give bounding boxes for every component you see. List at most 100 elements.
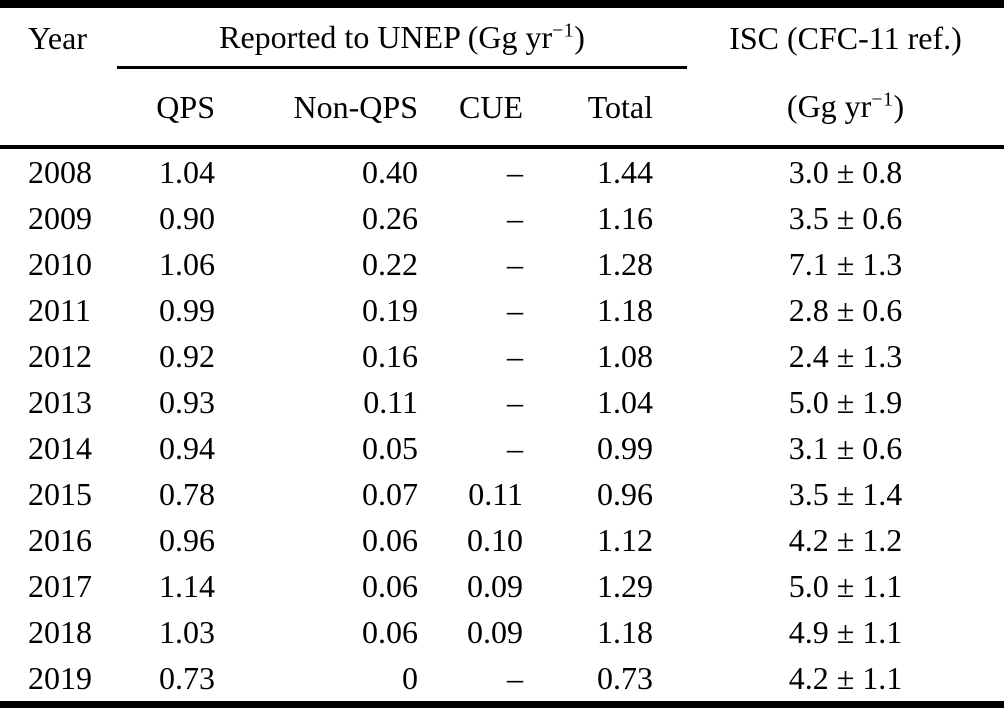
table-row: 2019 0.73 0 – 0.73 4.2 ± 1.1 <box>0 655 1004 705</box>
column-header-cue: CUE <box>418 67 523 149</box>
isc-cell: 2.4 ± 1.3 <box>788 338 903 374</box>
non-qps-cell: 0.40 <box>362 154 418 190</box>
cue-cell: – <box>507 338 523 374</box>
isc-cell: 3.1 ± 0.6 <box>788 430 903 466</box>
column-header-year: Year <box>28 19 87 56</box>
isc-cell: 3.5 ± 1.4 <box>788 476 903 512</box>
qps-cell: 0.94 <box>159 430 215 466</box>
isc-cell: 4.2 ± 1.2 <box>788 522 903 558</box>
total-cell: 1.18 <box>597 614 653 650</box>
column-group-header-unep: Reported to UNEP (Gg yr−1) <box>117 4 687 69</box>
non-qps-cell: 0.26 <box>362 200 418 236</box>
isc-unit-text: (Gg yr <box>786 88 872 125</box>
isc-unit-close: ) <box>893 88 905 125</box>
non-qps-cell: 0.19 <box>362 292 418 328</box>
isc-cell: 7.1 ± 1.3 <box>788 246 903 282</box>
non-qps-cell: 0.16 <box>362 338 418 374</box>
unep-header-close: ) <box>574 19 585 55</box>
total-cell: 1.16 <box>597 200 653 236</box>
year-cell: 2009 <box>28 200 92 236</box>
table-row: 2016 0.96 0.06 0.10 1.12 4.2 ± 1.2 <box>0 517 1004 563</box>
cue-cell: – <box>507 154 523 190</box>
empty-header-cell <box>0 67 117 149</box>
non-qps-cell: 0.06 <box>362 522 418 558</box>
qps-cell: 1.14 <box>159 568 215 604</box>
table-row: 2009 0.90 0.26 – 1.16 3.5 ± 0.6 <box>0 195 1004 241</box>
total-cell: 0.99 <box>597 430 653 466</box>
isc-cell: 3.5 ± 0.6 <box>788 200 903 236</box>
qps-cell: 0.99 <box>159 292 215 328</box>
cue-cell: – <box>507 384 523 420</box>
total-cell: 1.12 <box>597 522 653 558</box>
qps-cell: 0.92 <box>159 338 215 374</box>
non-qps-cell: 0.11 <box>363 384 418 420</box>
year-cell: 2016 <box>28 522 92 558</box>
non-qps-cell: 0.22 <box>362 246 418 282</box>
qps-cell: 0.73 <box>159 660 215 696</box>
cue-cell: – <box>507 660 523 696</box>
total-cell: 1.18 <box>597 292 653 328</box>
cue-cell: 0.11 <box>468 476 523 512</box>
total-cell: 1.04 <box>597 384 653 420</box>
isc-cell: 3.0 ± 0.8 <box>788 154 903 190</box>
unep-unit-superscript: −1 <box>552 19 575 42</box>
header-row-subcolumns: QPS Non-QPS CUE Total (Gg yr−1) <box>0 67 1004 149</box>
table-body: 2008 1.04 0.40 – 1.44 3.0 ± 0.8 2009 0.90 0.26 – 1… <box>0 147 1004 705</box>
cue-cell: – <box>507 246 523 282</box>
qps-cell: 0.96 <box>159 522 215 558</box>
total-cell: 0.96 <box>597 476 653 512</box>
table-row: 2018 1.03 0.06 0.09 1.18 4.9 ± 1.1 <box>0 609 1004 655</box>
column-header-isc-unit: (Gg yr−1) <box>687 67 1004 149</box>
total-cell: 1.29 <box>597 568 653 604</box>
isc-cell: 5.0 ± 1.1 <box>788 568 903 604</box>
column-header-total: Total <box>523 67 687 149</box>
isc-cell: 5.0 ± 1.9 <box>788 384 903 420</box>
non-qps-cell: 0 <box>402 660 418 696</box>
column-header-non-qps: Non-QPS <box>215 67 418 149</box>
qps-cell: 1.06 <box>159 246 215 282</box>
cue-cell: – <box>507 200 523 236</box>
year-cell: 2017 <box>28 568 92 604</box>
isc-cell: 4.2 ± 1.1 <box>788 660 903 696</box>
cue-cell: 0.09 <box>467 568 523 604</box>
table-row: 2013 0.93 0.11 – 1.04 5.0 ± 1.9 <box>0 379 1004 425</box>
total-cell: 1.08 <box>597 338 653 374</box>
qps-cell: 0.90 <box>159 200 215 236</box>
year-cell: 2011 <box>28 292 91 328</box>
table-row: 2017 1.14 0.06 0.09 1.29 5.0 ± 1.1 <box>0 563 1004 609</box>
year-cell: 2015 <box>28 476 92 512</box>
qps-cell: 0.93 <box>159 384 215 420</box>
column-header-isc-title: ISC (CFC-11 ref.) <box>729 19 962 56</box>
isc-unit-superscript: −1 <box>871 88 894 111</box>
cue-cell: – <box>507 430 523 466</box>
qps-cell: 1.04 <box>159 154 215 190</box>
cue-cell: – <box>507 292 523 328</box>
total-cell: 1.44 <box>597 154 653 190</box>
isc-cell: 4.9 ± 1.1 <box>788 614 903 650</box>
non-qps-cell: 0.07 <box>362 476 418 512</box>
table-row: 2011 0.99 0.19 – 1.18 2.8 ± 0.6 <box>0 287 1004 333</box>
year-cell: 2010 <box>28 246 92 282</box>
table-row: 2010 1.06 0.22 – 1.28 7.1 ± 1.3 <box>0 241 1004 287</box>
header-row-groups: Year Reported to UNEP (Gg yr−1) ISC (CFC… <box>0 4 1004 69</box>
year-cell: 2018 <box>28 614 92 650</box>
cue-cell: 0.09 <box>467 614 523 650</box>
non-qps-cell: 0.05 <box>362 430 418 466</box>
cue-cell: 0.10 <box>467 522 523 558</box>
year-cell: 2008 <box>28 154 92 190</box>
total-cell: 0.73 <box>597 660 653 696</box>
qps-cell: 1.03 <box>159 614 215 650</box>
isc-cell: 2.8 ± 0.6 <box>788 292 903 328</box>
year-cell: 2013 <box>28 384 92 420</box>
year-cell: 2014 <box>28 430 92 466</box>
total-cell: 1.28 <box>597 246 653 282</box>
table-row: 2008 1.04 0.40 – 1.44 3.0 ± 0.8 <box>0 147 1004 195</box>
year-cell: 2012 <box>28 338 92 374</box>
qps-cell: 0.78 <box>159 476 215 512</box>
table-row: 2012 0.92 0.16 – 1.08 2.4 ± 1.3 <box>0 333 1004 379</box>
non-qps-cell: 0.06 <box>362 568 418 604</box>
unep-header-text: Reported to UNEP (Gg yr <box>219 19 553 55</box>
table-row: 2015 0.78 0.07 0.11 0.96 3.5 ± 1.4 <box>0 471 1004 517</box>
